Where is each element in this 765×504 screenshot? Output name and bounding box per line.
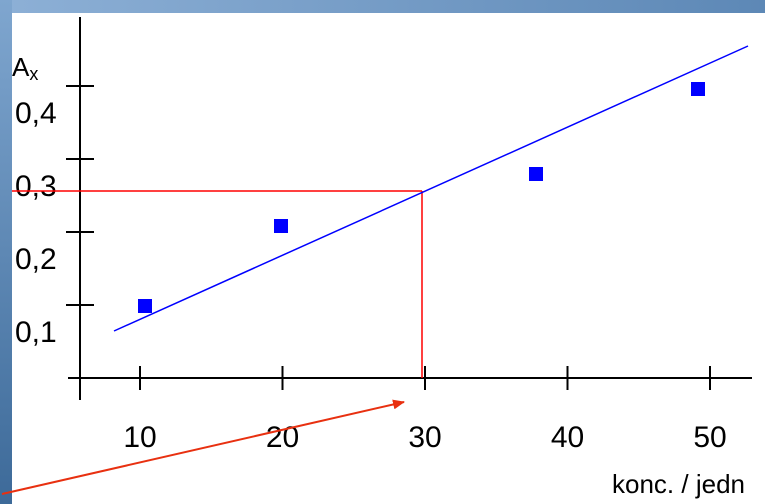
data-point <box>691 82 705 96</box>
y-tick-label: 0,4 <box>15 97 57 130</box>
reference-lines <box>12 190 423 378</box>
x-tick-label: 40 <box>551 421 584 454</box>
x-tick-label: 30 <box>408 421 441 454</box>
x-ticks: 10 20 30 40 50 <box>123 366 727 454</box>
y-axis-label-sub: x <box>29 64 38 84</box>
data-point <box>274 219 288 233</box>
regression-line <box>113 45 749 332</box>
axes <box>68 17 752 400</box>
fit-line <box>113 45 749 332</box>
data-point <box>138 299 152 313</box>
y-axis-label: Ax <box>12 52 38 84</box>
y-tick-label: 0,3 <box>15 170 57 203</box>
y-axis-label-main: A <box>12 52 30 82</box>
data-point <box>529 167 543 181</box>
x-tick-label: 10 <box>123 421 156 454</box>
x-tick-label: 20 <box>266 421 299 454</box>
data-points <box>138 82 705 313</box>
frame-left-band <box>0 0 12 504</box>
x-axis-label: konc. / jedn <box>612 469 745 499</box>
y-tick-label: 0,2 <box>15 243 57 276</box>
frame-top-band <box>0 0 765 13</box>
annotation-arrow <box>1 399 405 495</box>
x-tick-label: 50 <box>693 421 726 454</box>
arrow-line <box>1 399 405 495</box>
y-tick-label: 0,1 <box>15 316 57 349</box>
y-ticks: 0,1 0,2 0,3 0,4 <box>15 85 94 349</box>
